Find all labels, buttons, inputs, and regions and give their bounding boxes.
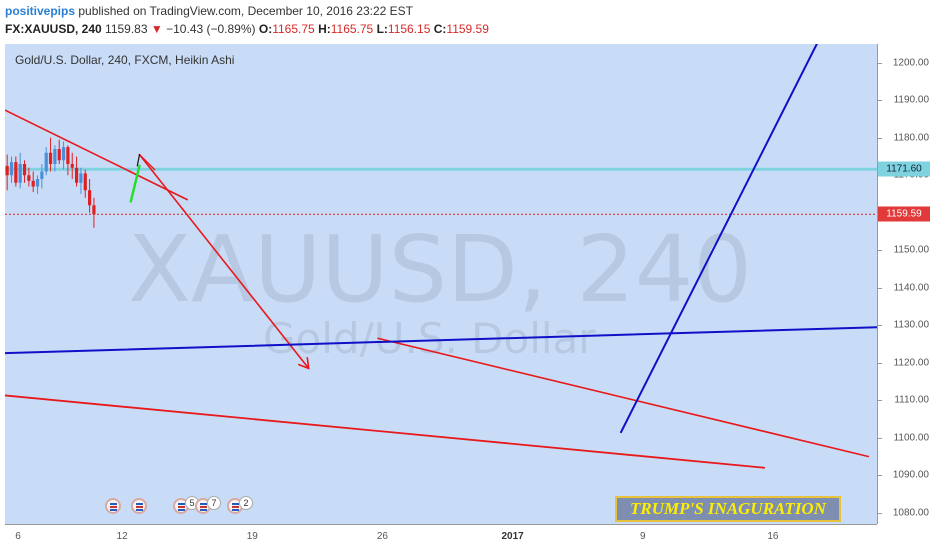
economic-event-icon[interactable] [105, 498, 121, 514]
y-tick-label: 1150.00 [893, 244, 929, 256]
high-label: H: [318, 22, 331, 36]
candle-body [31, 180, 35, 187]
last-price-tag: 1159.59 [878, 206, 930, 222]
y-tick-label: 1180.00 [893, 132, 929, 144]
candle-body [22, 164, 27, 176]
published-text: published on TradingView.com, December 1… [78, 4, 414, 18]
red-trend-line [5, 394, 766, 469]
y-tick-label: 1120.00 [893, 357, 929, 369]
y-tick-mark [878, 325, 882, 327]
y-tick-mark [878, 287, 882, 289]
red-trend-line [5, 109, 189, 201]
y-tick-label: 1200.00 [892, 57, 929, 69]
y-tick-label: 1140.00 [893, 282, 929, 294]
quote-line: FX:XAUUSD, 240 1159.83 ▼ −10.43 (−0.89%)… [5, 22, 489, 36]
chart-plot-area[interactable]: XAUUSD, 240 Gold/U.S. Dollar Gold/U.S. D… [5, 44, 877, 524]
candle-body [79, 173, 83, 183]
candle-body [70, 164, 74, 168]
green-trend-line [129, 164, 141, 203]
down-arrow-icon: ▼ [150, 22, 163, 36]
y-tick-mark [878, 137, 882, 139]
x-tick-label: 6 [15, 531, 21, 542]
candle-body [14, 162, 18, 183]
trump-inauguration-banner: TRUMP'S INAGURATION [615, 496, 841, 522]
y-tick-mark [878, 437, 882, 439]
blue-trend-line [620, 44, 818, 434]
close-label: C: [433, 22, 447, 36]
candle-body [83, 173, 87, 191]
y-tick-label: 1130.00 [893, 319, 929, 331]
candle-body [87, 190, 92, 206]
candle-body [53, 149, 57, 164]
x-tick-label: 2017 [501, 531, 524, 542]
candle-body [9, 162, 14, 176]
x-tick-label: 16 [767, 531, 779, 542]
watermark-description: Gold/U.S. Dollar [263, 314, 596, 363]
watermark-symbol: XAUUSD, 240 [128, 216, 752, 323]
event-count-badge: 2 [239, 496, 253, 510]
candle-body [48, 152, 53, 164]
candle-body [27, 175, 31, 181]
y-tick-label: 1080.00 [892, 507, 929, 519]
event-count-badge: 7 [207, 496, 221, 510]
black-trend-line [136, 154, 141, 167]
publisher-line: positivepips published on TradingView.co… [5, 4, 413, 18]
y-tick-mark [878, 62, 882, 64]
x-tick-label: 26 [376, 531, 388, 542]
open-label: O: [258, 22, 273, 36]
candle-body [44, 152, 48, 172]
y-tick-mark [878, 362, 882, 364]
blue-trend-line [5, 326, 877, 355]
red-trend-line [138, 153, 156, 171]
resistance-price-tag: 1171.60 [878, 161, 930, 177]
candle-body [61, 147, 66, 161]
last-price: 1159.83 [105, 22, 148, 36]
red-trend-line [377, 337, 870, 458]
time-axis[interactable]: 6 12 19 26 2017 9 16 [5, 524, 877, 551]
low-value: 1156.15 [387, 22, 431, 36]
open-value: 1165.75 [272, 22, 315, 36]
x-tick-label: 9 [639, 531, 646, 542]
y-tick-label: 1110.00 [894, 394, 929, 406]
symbol-label[interactable]: FX:XAUUSD, 240 [5, 22, 102, 36]
candle-body [18, 164, 22, 183]
candle-body [57, 149, 61, 161]
y-tick-label: 1090.00 [892, 469, 929, 481]
price-axis[interactable]: 1200.001190.001180.001170.001160.001150.… [877, 44, 932, 524]
y-tick-mark [878, 400, 882, 402]
candle-body [66, 147, 70, 164]
chart-canvas[interactable] [5, 44, 877, 524]
publish-header: positivepips published on TradingView.co… [0, 0, 932, 42]
y-tick-mark [878, 250, 882, 252]
candle-body [92, 205, 96, 215]
high-value: 1165.75 [330, 22, 374, 36]
price-change: −10.43 (−0.89%) [166, 22, 256, 36]
candle-body [5, 165, 9, 176]
close-value: 1159.59 [446, 22, 489, 36]
x-tick-label: 19 [246, 531, 258, 542]
economic-event-icon[interactable] [131, 498, 147, 514]
red-trend-line [138, 153, 308, 369]
chart-title: Gold/U.S. Dollar, 240, FXCM, Heikin Ashi [15, 53, 235, 67]
y-tick-label: 1190.00 [893, 94, 929, 106]
candle-body [35, 179, 40, 187]
candle-body [40, 171, 44, 179]
low-label: L: [376, 22, 388, 36]
x-tick-label: 12 [116, 531, 128, 542]
y-tick-label: 1100.00 [893, 432, 929, 444]
y-tick-mark [878, 475, 882, 477]
publisher-name[interactable]: positivepips [5, 4, 76, 18]
candle-body [74, 167, 79, 183]
y-tick-mark [878, 100, 882, 102]
y-tick-mark [878, 512, 882, 514]
